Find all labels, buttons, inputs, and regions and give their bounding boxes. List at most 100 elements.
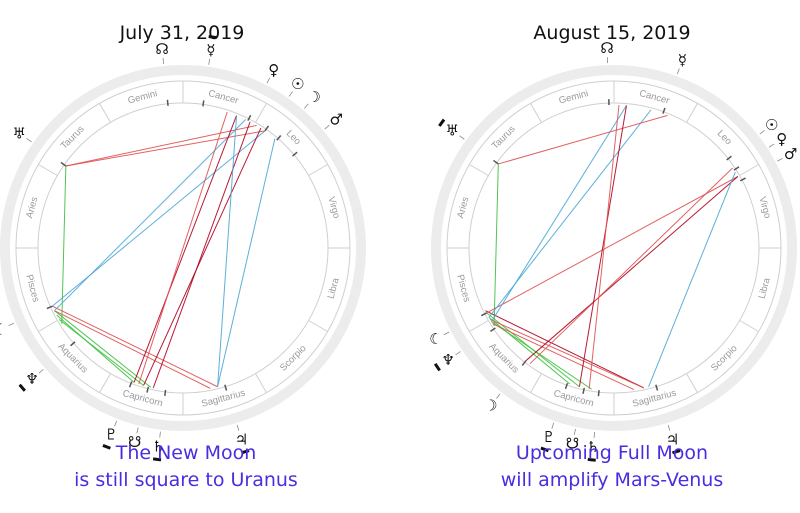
sun-icon: ☉: [291, 75, 304, 93]
aspect-line: [54, 310, 211, 389]
mercury-retrograde-bar: [208, 35, 217, 40]
sign-divider: [530, 373, 542, 393]
sign-divider: [469, 320, 489, 332]
aspect-line: [525, 176, 739, 362]
pluto-retrograde-bar: [102, 444, 111, 450]
aspect-line: [493, 163, 499, 326]
moon-2-leader: [304, 103, 309, 109]
pluto-marker: [564, 382, 569, 390]
sign-divider: [739, 164, 759, 176]
pluto-retrograde-bar: [540, 446, 549, 453]
north-node-marker: [166, 99, 169, 106]
venus-leader: [266, 77, 271, 84]
sign-divider: [530, 103, 542, 123]
aspect-line: [648, 172, 736, 387]
moon-marker: [46, 305, 53, 310]
saturn-retrograde-bar: [152, 457, 162, 462]
sign-band-inner: [468, 102, 760, 394]
saturn-icon: ♄: [586, 438, 599, 456]
jupiter-leader: [667, 424, 671, 431]
pluto-marker: [128, 381, 133, 388]
mercury-leader: [676, 68, 680, 75]
mercury-marker: [662, 107, 666, 114]
sun-leader: [288, 91, 293, 97]
aspect-line: [491, 105, 627, 322]
moon-icon: ☾: [429, 330, 442, 348]
mars-marker: [739, 177, 746, 182]
aspect-line: [133, 115, 238, 383]
mars-icon: ♂: [784, 145, 797, 163]
venus-marker: [247, 114, 252, 121]
aspect-line: [489, 319, 644, 389]
aspect-line: [217, 115, 238, 387]
uranus-icon: ♅: [445, 121, 458, 139]
mars-leader: [777, 157, 783, 162]
neptune-retrograde-bar: [433, 362, 441, 372]
venus-icon: ♀: [268, 61, 279, 79]
south-node-marker: [582, 387, 586, 394]
uranus-marker: [60, 161, 67, 167]
jupiter-marker: [224, 384, 228, 391]
aspect-line: [54, 119, 247, 312]
mars-leader: [324, 124, 330, 130]
south-node-leader: [136, 427, 139, 434]
caption-left: The New Moon is still square to Uranus: [6, 440, 366, 494]
neptune-icon: ♆: [441, 351, 454, 369]
moon-2-marker: [521, 360, 527, 366]
aspect-line: [54, 310, 152, 388]
sun-marker: [264, 125, 270, 132]
mars-icon: ♂: [329, 110, 342, 128]
neptune-icon: ♆: [25, 370, 38, 388]
aspect-line: [578, 105, 627, 387]
mars-marker: [292, 151, 298, 157]
saturn-icon: ♄: [152, 438, 165, 456]
aspect-line: [217, 138, 276, 387]
aspect-line: [152, 121, 251, 389]
sign-label-aries: Aries: [455, 196, 471, 220]
uranus-leader: [459, 135, 465, 140]
mercury-leader: [208, 58, 210, 65]
saturn-leader: [593, 431, 596, 438]
aspect-line: [65, 124, 257, 167]
sign-label-aries: Aries: [24, 196, 40, 220]
neptune-leader: [38, 369, 44, 374]
sun-icon: ☉: [765, 116, 778, 134]
sun-leader: [759, 130, 765, 135]
aspect-line: [143, 127, 262, 386]
jupiter-icon: ♃: [235, 430, 248, 448]
aspect-line: [492, 323, 635, 391]
saturn-marker: [597, 390, 600, 397]
moon-marker: [480, 312, 487, 317]
saturn-marker: [164, 389, 167, 396]
moon-2-icon: ☽: [307, 88, 320, 106]
caption-right-line-1: Upcoming Full Moon: [515, 442, 709, 464]
sign-divider: [739, 320, 759, 332]
sign-divider: [686, 373, 698, 393]
south-node-icon: ☋: [128, 433, 141, 451]
moon-leader: [8, 322, 15, 327]
aspect-line: [138, 111, 228, 385]
aspect-line: [498, 114, 668, 165]
sign-divider: [38, 164, 58, 176]
mercury-marker: [202, 100, 205, 107]
north-node-icon: ☊: [600, 39, 613, 57]
aspect-line: [56, 314, 135, 383]
pluto-icon: ♇: [105, 426, 118, 444]
aspect-line: [588, 105, 620, 389]
venus-leader: [768, 143, 775, 148]
uranus-retrograde-bar: [438, 118, 446, 127]
pluto-icon: ♇: [542, 428, 555, 446]
moon-icon: ☾: [0, 320, 7, 338]
pluto-leader: [551, 422, 555, 429]
moon-leader: [443, 331, 450, 336]
aspect-line: [529, 167, 733, 365]
aspect-line: [485, 310, 644, 389]
aspect-line: [58, 319, 144, 386]
south-node-leader: [573, 428, 576, 435]
neptune-leader: [455, 351, 461, 356]
jupiter-icon: ♃: [666, 430, 679, 448]
aspect-line: [491, 321, 592, 390]
